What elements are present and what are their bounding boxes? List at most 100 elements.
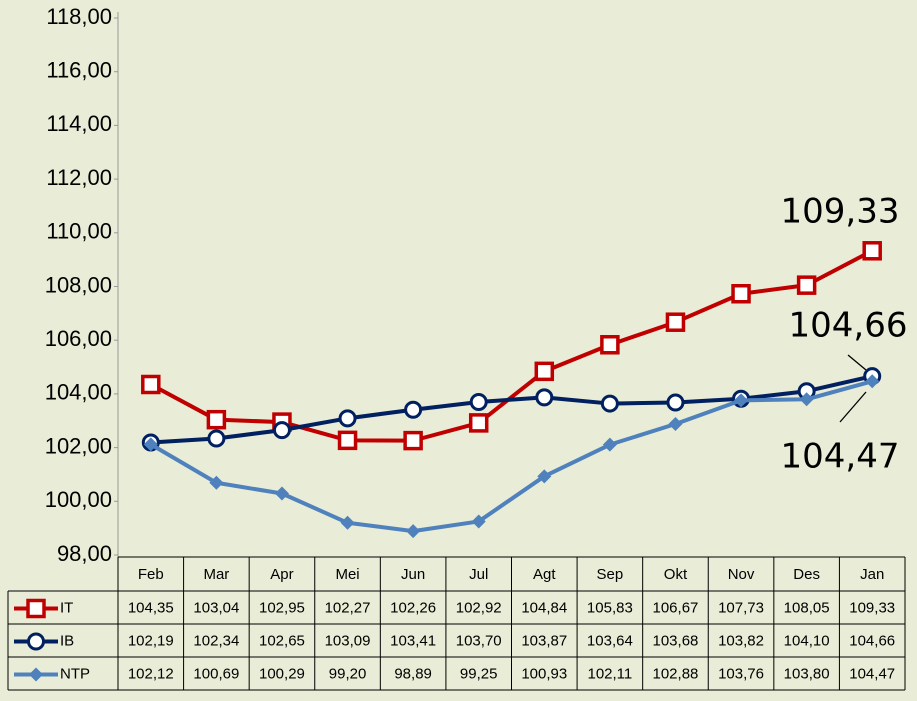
data-point <box>796 275 817 295</box>
data-point <box>274 486 289 501</box>
data-point <box>734 393 749 408</box>
annotation: 104,66 <box>789 306 908 346</box>
data-point <box>468 413 489 433</box>
table-value: 100,69 <box>193 665 239 682</box>
table-value: 98,89 <box>394 665 432 682</box>
table-value: 102,88 <box>653 665 699 682</box>
data-point <box>337 430 358 451</box>
table-value: 103,76 <box>718 665 764 682</box>
data-point <box>731 283 751 304</box>
table-value: 104,10 <box>784 632 830 649</box>
data-point <box>209 475 224 490</box>
leader-line <box>847 354 867 371</box>
annotation: 104,47 <box>781 437 900 477</box>
table-value: 104,66 <box>849 632 895 649</box>
data-point <box>602 437 617 452</box>
data-point <box>141 374 161 395</box>
x-tick-label: Jun <box>401 566 425 583</box>
data-point <box>600 335 620 355</box>
data-point <box>207 429 226 448</box>
table-value: 103,64 <box>587 632 633 649</box>
y-tick-label: 118,00 <box>46 4 112 29</box>
y-tick-label: 112,00 <box>46 165 112 190</box>
data-point <box>272 421 291 440</box>
table-value: 106,67 <box>653 599 699 616</box>
legend-marker <box>27 632 45 651</box>
table-value: 102,34 <box>193 632 239 649</box>
data-point <box>668 416 683 431</box>
data-point <box>535 388 554 407</box>
x-tick-label: Apr <box>270 566 293 583</box>
data-point <box>403 430 423 451</box>
x-tick-label: Des <box>793 566 820 583</box>
data-point <box>469 392 488 411</box>
table-value: 103,68 <box>653 632 699 649</box>
table-value: 102,27 <box>325 599 371 616</box>
data-point <box>340 515 355 530</box>
table-value: 102,11 <box>587 665 632 682</box>
y-tick-label: 110,00 <box>46 219 112 244</box>
table-value: 105,83 <box>587 599 633 616</box>
data-point <box>600 394 619 413</box>
legend-label: IB <box>60 632 74 649</box>
y-tick-label: 98,00 <box>57 541 112 566</box>
data-point <box>799 392 814 407</box>
data-point <box>404 400 423 419</box>
y-tick-label: 100,00 <box>45 487 112 512</box>
series-line <box>149 379 873 534</box>
x-tick-label: Jul <box>469 566 488 583</box>
y-tick-label: 106,00 <box>45 326 112 351</box>
y-tick-label: 108,00 <box>45 272 112 297</box>
table-value: 103,80 <box>784 665 830 682</box>
data-point <box>143 437 158 452</box>
y-tick-label: 114,00 <box>46 111 112 136</box>
table-value: 104,84 <box>521 599 567 616</box>
series-line <box>149 249 874 443</box>
table-value: 107,73 <box>718 599 764 616</box>
x-tick-label: Sep <box>597 566 624 583</box>
table-value: 99,20 <box>329 665 367 682</box>
x-tick-label: Mar <box>203 566 229 583</box>
table-value: 103,41 <box>390 632 436 649</box>
y-tick-label: 116,00 <box>46 58 112 83</box>
table-value: 102,65 <box>259 632 305 649</box>
table-value: 100,29 <box>259 665 305 682</box>
legend-marker <box>29 667 43 682</box>
x-tick-label: Feb <box>138 566 164 583</box>
table-value: 103,70 <box>456 632 502 649</box>
data-point <box>537 469 552 484</box>
data-point <box>862 241 882 261</box>
x-tick-label: Okt <box>664 566 688 583</box>
table-value: 102,19 <box>128 632 174 649</box>
table-value: 102,95 <box>259 599 305 616</box>
table-value: 109,33 <box>849 599 895 616</box>
table-value: 108,05 <box>784 599 830 616</box>
table-value: 103,82 <box>718 632 764 649</box>
table-value: 102,12 <box>128 665 174 682</box>
table-value: 102,92 <box>456 599 502 616</box>
x-tick-label: Mei <box>335 566 359 583</box>
legend-marker <box>26 598 46 619</box>
leader-line <box>839 391 867 423</box>
table-value: 104,35 <box>128 599 174 616</box>
table-value: 100,93 <box>521 665 567 682</box>
data-point <box>865 374 880 389</box>
x-tick-label: Nov <box>728 566 755 583</box>
y-tick-label: 102,00 <box>45 433 112 458</box>
table-value: 102,26 <box>390 599 436 616</box>
data-point <box>534 361 555 382</box>
annotation: 109,33 <box>781 192 900 232</box>
data-point <box>665 312 686 332</box>
x-tick-label: Jan <box>860 566 884 583</box>
x-tick-label: Agt <box>533 566 556 583</box>
data-point <box>471 514 486 529</box>
table-value: 103,04 <box>193 599 239 616</box>
series-line <box>150 374 873 445</box>
data-point <box>406 524 421 539</box>
table-value: 103,87 <box>521 632 567 649</box>
table-value: 104,47 <box>849 665 895 682</box>
table-value: 99,25 <box>460 665 498 682</box>
y-tick-label: 104,00 <box>45 380 112 405</box>
data-point <box>206 409 227 430</box>
